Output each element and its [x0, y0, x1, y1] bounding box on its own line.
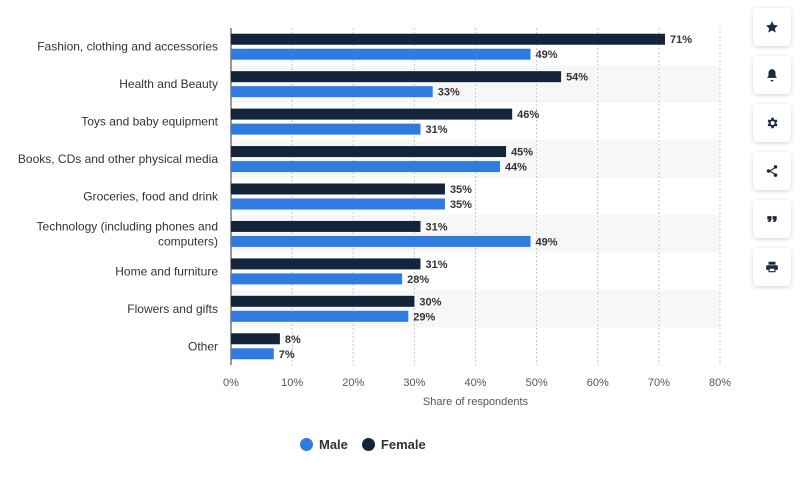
- notification-button[interactable]: [753, 56, 791, 94]
- bar-female: [231, 333, 280, 345]
- category-label: Health and Beauty: [119, 77, 218, 91]
- data-label: 31%: [425, 221, 447, 233]
- share-button[interactable]: [753, 152, 791, 190]
- data-label: 31%: [425, 259, 447, 271]
- star-icon: [765, 21, 779, 33]
- data-label: 28%: [407, 274, 429, 286]
- bar-female: [231, 33, 665, 45]
- category-label: Technology (including phones and computer…: [37, 219, 218, 248]
- category-label: Books, CDs and other physical media: [18, 152, 218, 166]
- bar-male: [231, 273, 403, 285]
- bar-male: [231, 86, 433, 98]
- bar-female: [231, 71, 562, 83]
- bar-male: [231, 161, 500, 173]
- bar-male: [231, 123, 421, 135]
- x-tick-label: 30%: [403, 377, 425, 389]
- legend-item-male[interactable]: Male: [300, 437, 348, 452]
- data-label: 33%: [438, 87, 460, 99]
- category-label: Home and furniture: [115, 264, 218, 278]
- legend-label-female: Female: [380, 437, 426, 452]
- x-tick-label: 80%: [709, 377, 731, 389]
- data-label: 35%: [450, 184, 472, 196]
- data-label: 29%: [413, 311, 435, 323]
- bar-male: [231, 48, 531, 60]
- data-label: 54%: [566, 72, 588, 84]
- category-label: Toys and baby equipment: [81, 115, 218, 129]
- legend-item-female[interactable]: Female: [361, 437, 426, 452]
- legend-label-male: Male: [319, 437, 348, 452]
- bar-female: [231, 146, 507, 158]
- favorite-button[interactable]: [753, 8, 791, 46]
- x-axis-title: Share of respondents: [423, 396, 529, 408]
- x-tick-label: 50%: [526, 377, 548, 389]
- gear-icon: [767, 117, 778, 129]
- data-label: 71%: [670, 34, 692, 46]
- bar-male: [231, 348, 274, 360]
- bar-female: [231, 220, 421, 232]
- data-label: 45%: [511, 147, 533, 159]
- data-label: 44%: [505, 162, 527, 174]
- x-tick-label: 60%: [587, 377, 609, 389]
- cite-button[interactable]: [753, 200, 791, 238]
- x-tick-label: 10%: [281, 377, 303, 389]
- bar-female: [231, 295, 415, 307]
- legend-dot-male: [300, 438, 313, 451]
- category-label: Flowers and gifts: [127, 302, 218, 316]
- chart-legend: Male Female: [300, 437, 426, 452]
- x-tick-label: 40%: [464, 377, 486, 389]
- quote-icon: [767, 216, 777, 222]
- data-label: 46%: [517, 109, 539, 121]
- data-label: 35%: [450, 199, 472, 211]
- settings-button[interactable]: [753, 104, 791, 142]
- print-icon: [766, 261, 778, 273]
- bell-icon: [767, 69, 777, 82]
- category-label: Other: [188, 339, 218, 353]
- x-tick-label: 0%: [223, 377, 239, 389]
- data-label: 49%: [536, 49, 558, 61]
- data-label: 7%: [279, 349, 295, 361]
- x-tick-label: 70%: [648, 377, 670, 389]
- share-icon: [766, 165, 778, 177]
- bar-male: [231, 310, 409, 322]
- bar-male: [231, 198, 445, 210]
- data-label: 30%: [419, 296, 441, 308]
- data-label: 49%: [536, 236, 558, 248]
- data-label: 8%: [285, 334, 301, 346]
- bar-male: [231, 235, 531, 247]
- x-tick-label: 20%: [342, 377, 364, 389]
- bar-female: [231, 108, 513, 120]
- category-label: Groceries, food and drink: [83, 190, 219, 204]
- chart-toolbar: [753, 8, 791, 286]
- bar-female: [231, 258, 421, 270]
- bar-female: [231, 183, 445, 195]
- legend-dot-female: [361, 438, 375, 451]
- data-label: 31%: [425, 124, 447, 136]
- category-label: Fashion, clothing and accessories: [37, 40, 218, 54]
- print-button[interactable]: [753, 248, 791, 286]
